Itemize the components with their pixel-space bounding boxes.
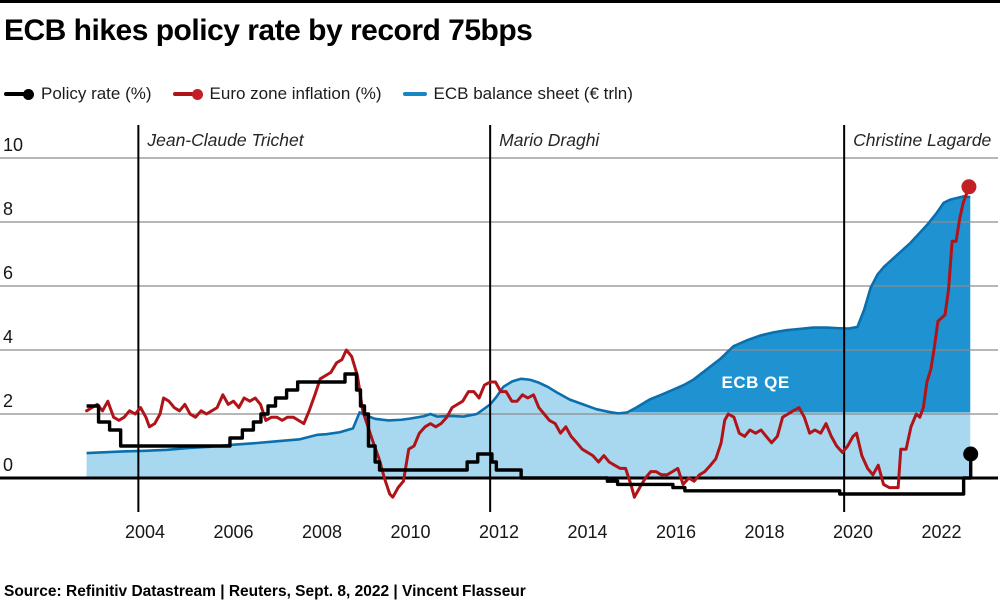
legend-label-policy-rate: Policy rate (%) (41, 84, 152, 103)
svg-text:10: 10 (3, 135, 23, 155)
svg-text:2004: 2004 (125, 522, 165, 542)
inflation-line-dot-icon (172, 88, 203, 100)
svg-text:2006: 2006 (213, 522, 253, 542)
top-rule (0, 0, 1000, 3)
svg-text:2: 2 (3, 391, 13, 411)
legend-item-inflation: Euro zone inflation (%) (172, 84, 382, 104)
page-title: ECB hikes policy rate by record 75bps (4, 14, 533, 47)
svg-text:2014: 2014 (567, 522, 607, 542)
svg-text:4: 4 (3, 327, 13, 347)
legend-label-inflation: Euro zone inflation (%) (209, 84, 382, 103)
source-line: Source: Refinitiv Datastream | Reuters, … (4, 583, 526, 600)
chart-legend: Policy rate (%) Euro zone inflation (%) … (4, 84, 633, 104)
svg-text:2016: 2016 (656, 522, 696, 542)
svg-text:2008: 2008 (302, 522, 342, 542)
svg-text:2022: 2022 (921, 522, 961, 542)
balance-sheet-line-icon (402, 91, 427, 97)
svg-text:Mario Draghi: Mario Draghi (499, 130, 600, 150)
policy-rate-line-dot-icon (4, 88, 34, 100)
svg-text:Jean-Claude Trichet: Jean-Claude Trichet (146, 130, 304, 150)
svg-text:2012: 2012 (479, 522, 519, 542)
legend-label-balance-sheet: ECB balance sheet (€ trln) (433, 84, 633, 103)
chart-svg: 0 2 4 6 8 10 Jean-Claude Trichet Mario Draghi Ch… (0, 125, 998, 542)
svg-text:Christine Lagarde: Christine Lagarde (853, 130, 991, 150)
svg-text:8: 8 (3, 199, 13, 219)
svg-text:2010: 2010 (390, 522, 430, 542)
svg-text:6: 6 (3, 263, 13, 283)
legend-item-balance-sheet: ECB balance sheet (€ trln) (402, 84, 633, 104)
svg-text:0: 0 (3, 455, 13, 475)
svg-text:ECB QE: ECB QE (722, 373, 790, 392)
svg-text:2020: 2020 (833, 522, 873, 542)
chart-area: 0 2 4 6 8 10 Jean-Claude Trichet Mario Draghi Ch… (0, 110, 1000, 570)
legend-item-policy-rate: Policy rate (%) (4, 84, 152, 104)
svg-text:2018: 2018 (744, 522, 784, 542)
